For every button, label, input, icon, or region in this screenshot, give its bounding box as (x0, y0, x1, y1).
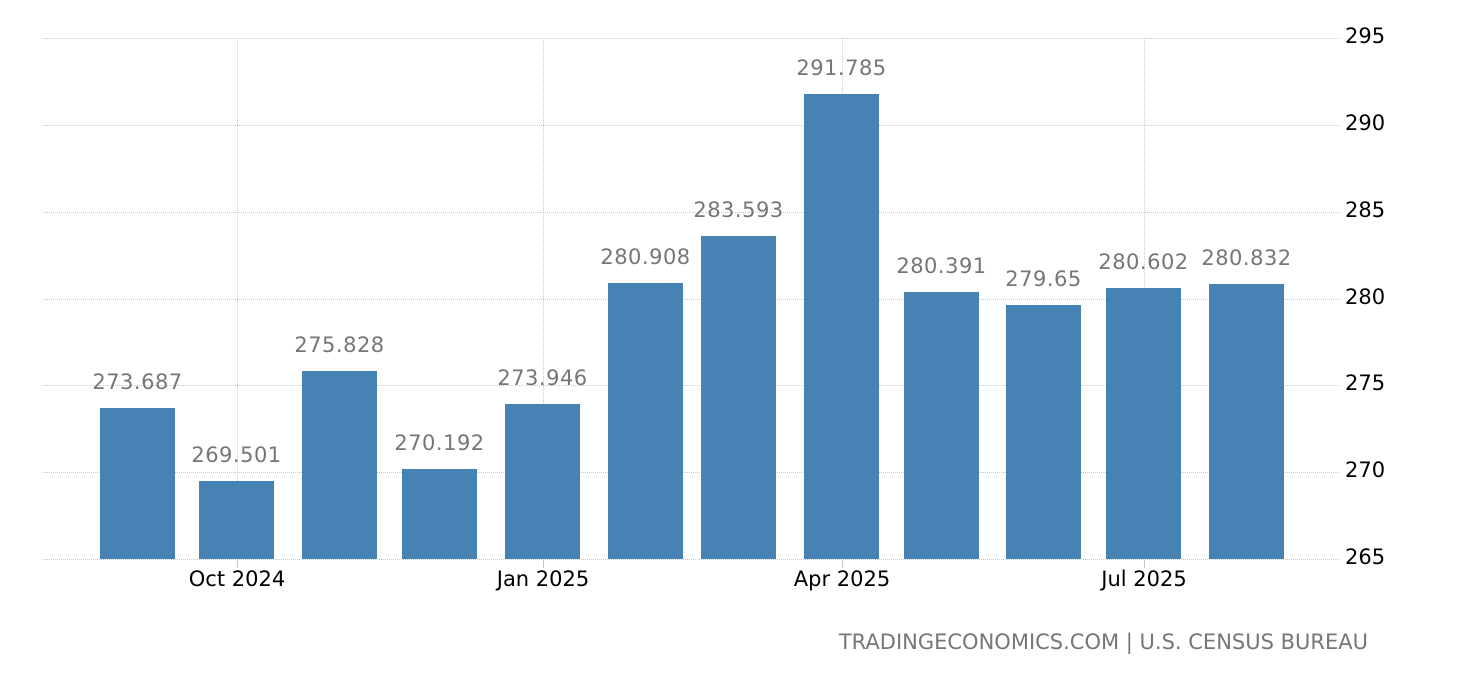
x-tick-label: Jan 2025 (496, 567, 590, 591)
gridline-y-270 (43, 472, 1340, 473)
y-tick-label: 290 (1345, 111, 1386, 135)
bar-value-label: 269.501 (191, 443, 282, 467)
x-tick-mark (1144, 560, 1145, 568)
bar-may-2025[interactable] (904, 292, 979, 559)
bar-apr-2025[interactable] (804, 94, 879, 559)
bar-jan-2025[interactable] (505, 404, 580, 559)
x-tick-mark (237, 560, 238, 568)
bar-feb-2025[interactable] (608, 283, 683, 559)
bar-value-label: 280.908 (600, 245, 691, 269)
bar-value-label: 280.832 (1201, 246, 1292, 270)
bar-value-label: 291.785 (796, 56, 887, 80)
gridline-y-290 (43, 125, 1340, 126)
bar-value-label: 270.192 (394, 431, 485, 455)
bar-mar-2025[interactable] (701, 236, 776, 559)
x-tick-label: Apr 2025 (793, 567, 891, 591)
bar-dec-2024[interactable] (402, 469, 477, 559)
bar-oct-2024[interactable] (199, 481, 274, 559)
y-tick-label: 265 (1345, 545, 1386, 569)
gridline-y-285 (43, 212, 1340, 213)
y-tick-label: 270 (1345, 458, 1386, 482)
y-tick-label: 275 (1345, 371, 1386, 395)
bar-nov-2024[interactable] (302, 371, 377, 559)
bar-value-label: 273.946 (497, 366, 588, 390)
gridline-y-295 (43, 38, 1340, 39)
bar-jul-2025[interactable] (1106, 288, 1181, 559)
bar-sep-2024[interactable] (100, 408, 175, 559)
gridline-x (543, 38, 544, 559)
bar-aug-2025[interactable] (1209, 284, 1284, 559)
x-tick-label: Oct 2024 (188, 567, 286, 591)
y-tick-label: 285 (1345, 198, 1386, 222)
bar-value-label: 279.65 (1005, 267, 1082, 291)
x-tick-label: Jul 2025 (1101, 567, 1187, 591)
y-tick-label: 295 (1345, 24, 1386, 48)
bar-jun-2025[interactable] (1006, 305, 1081, 559)
x-tick-mark (543, 560, 544, 568)
bar-value-label: 280.391 (896, 254, 987, 278)
gridline-y-280 (43, 299, 1340, 300)
gridline-y-275 (43, 385, 1340, 386)
bar-value-label: 273.687 (92, 370, 183, 394)
x-tick-mark (842, 560, 843, 568)
bar-value-label: 280.602 (1098, 250, 1189, 274)
y-tick-label: 280 (1345, 285, 1386, 309)
gridline-y-265 (43, 559, 1340, 560)
bar-value-label: 275.828 (294, 333, 385, 357)
gridline-x (237, 38, 238, 559)
source-credit: TRADINGECONOMICS.COM | U.S. CENSUS BUREA… (838, 630, 1368, 654)
bar-value-label: 283.593 (693, 198, 784, 222)
